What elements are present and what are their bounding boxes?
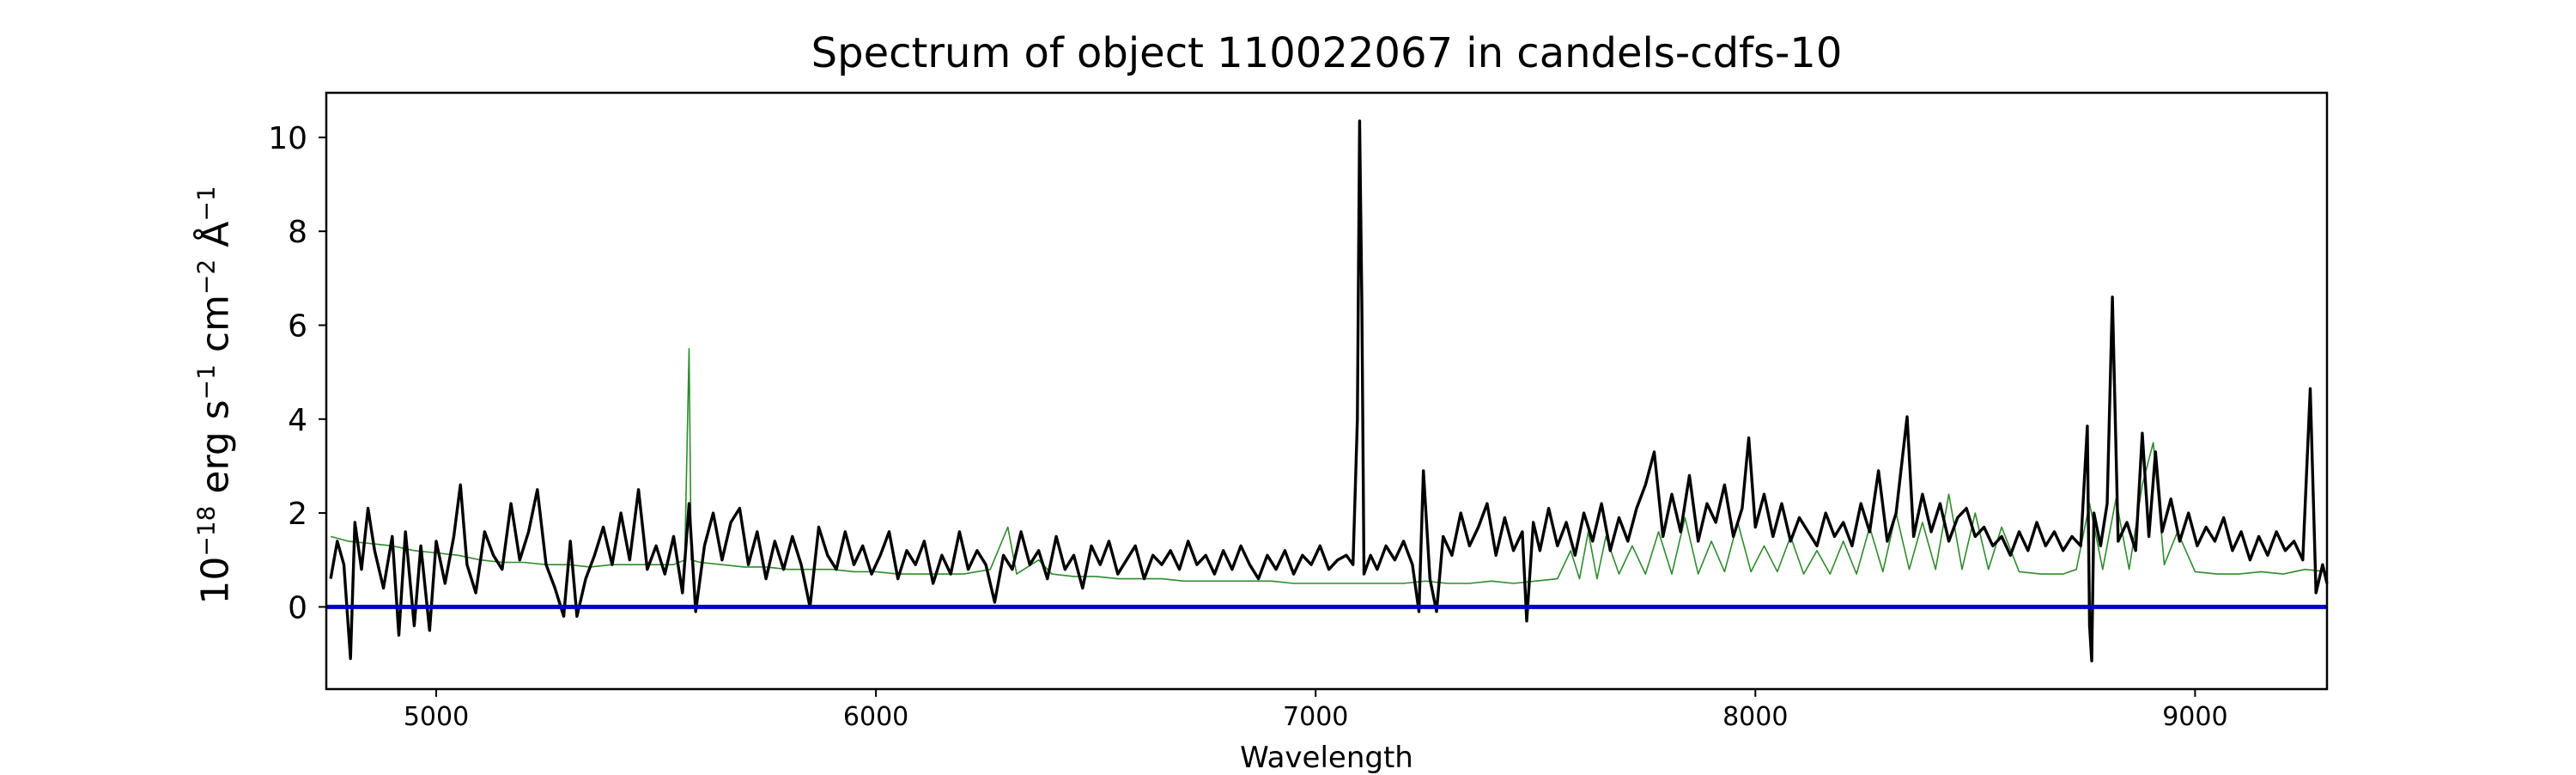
x-tick-label: 9000 [2162, 702, 2227, 732]
ticks-layer: 5000 6000 7000 8000 9000 0 2 4 6 8 10 [268, 121, 2227, 732]
y-tick-label: 6 [288, 308, 307, 344]
y-tick-label: 0 [288, 590, 307, 625]
y-axis-label: 10−18 erg s−1 cm−2 Å−1 [191, 186, 238, 605]
x-axis-label: Wavelength [1240, 741, 1413, 775]
y-tick-label: 10 [268, 121, 307, 156]
x-tick-label: 7000 [1283, 702, 1348, 732]
chart-title: Spectrum of object 110022067 in candels-… [811, 29, 1843, 77]
x-tick-label: 5000 [404, 702, 469, 732]
x-tick-label: 8000 [1722, 702, 1788, 732]
y-tick-label: 4 [288, 403, 307, 438]
x-tick-label: 6000 [843, 702, 908, 732]
plot-frame [325, 91, 2329, 691]
y-tick-label: 2 [288, 497, 307, 532]
y-tick-label: 8 [288, 215, 307, 250]
flux-series-line [329, 119, 2329, 662]
series-layer [326, 119, 2329, 662]
